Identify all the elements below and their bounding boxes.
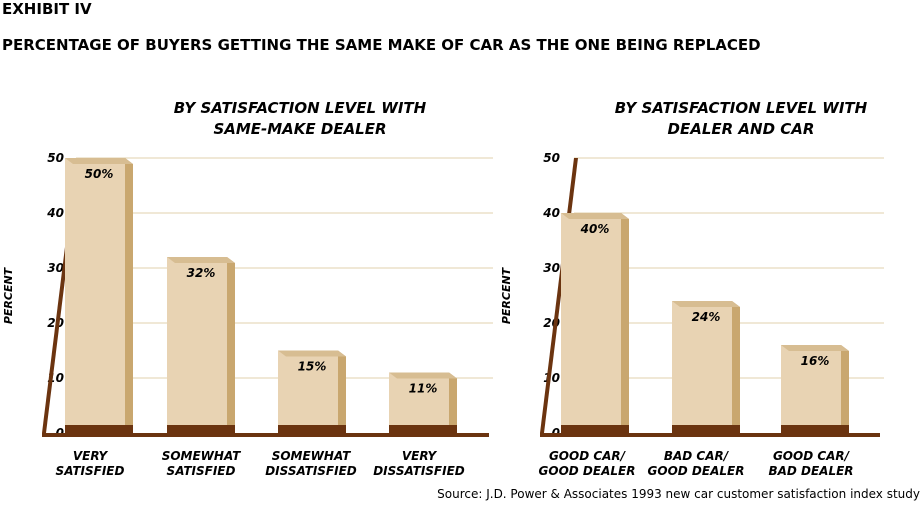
x-category-label: BAD DEALER	[768, 464, 853, 478]
y-tick-label: 50	[47, 151, 64, 165]
chart-title-line: DEALER AND CAR	[668, 120, 815, 138]
exhibit-label: EXHIBIT IV	[2, 0, 92, 18]
x-category-label: SOMEWHAT	[162, 449, 241, 463]
bar-side	[125, 158, 133, 431]
bar-base	[672, 425, 740, 433]
bar-side	[338, 350, 346, 431]
y-tick-label: 40	[46, 206, 64, 220]
bar-top	[65, 158, 133, 164]
bar-base	[781, 425, 849, 433]
bar-value-label: 24%	[692, 310, 721, 324]
bar-base	[167, 425, 235, 433]
bar	[561, 213, 629, 433]
y-tick-label: 30	[543, 261, 560, 275]
bar	[65, 158, 133, 433]
y-axis-label: PERCENT	[500, 266, 513, 324]
y-tick-label: 40	[542, 206, 560, 220]
bar-value-label: 40%	[580, 222, 610, 236]
bar	[278, 350, 346, 433]
x-category-label: GOOD DEALER	[648, 464, 745, 478]
bar-side	[227, 257, 235, 431]
x-category-label: DISSATISFIED	[265, 464, 357, 478]
source-note: Source: J.D. Power & Associates 1993 new…	[437, 487, 920, 501]
bar-front	[561, 213, 621, 425]
bar-top	[167, 257, 235, 263]
x-category-label: VERY	[402, 449, 438, 463]
bar-side	[621, 213, 629, 431]
bar-top	[389, 372, 457, 379]
bar-front	[389, 372, 449, 425]
x-axis-floor	[42, 433, 489, 437]
x-category-label: VERY	[73, 449, 109, 463]
y-tick-label: 30	[47, 261, 64, 275]
chart-title-line: SAME-MAKE DEALER	[213, 120, 386, 138]
bar	[781, 345, 849, 433]
bar-front	[781, 345, 841, 425]
bar-top	[278, 350, 346, 357]
x-category-label: SOMEWHAT	[272, 449, 351, 463]
bar-top	[561, 213, 629, 219]
chart-title-line: BY SATISFACTION LEVEL WITH	[615, 99, 868, 117]
y-axis-label: PERCENT	[2, 266, 15, 324]
x-axis-floor	[540, 433, 880, 437]
bar-top	[781, 345, 849, 351]
chart-1: BY SATISFACTION LEVEL WITH SAME-MAKE DEAL…	[2, 99, 493, 478]
bar-base	[65, 425, 133, 433]
bar-value-label: 32%	[187, 266, 216, 280]
page-title: PERCENTAGE OF BUYERS GETTING THE SAME MA…	[2, 36, 761, 54]
x-category-label: BAD CAR/	[664, 449, 730, 463]
bar-top	[672, 301, 740, 307]
bar-base	[278, 425, 346, 433]
bar-base	[389, 425, 457, 433]
bar-front	[65, 158, 125, 425]
bar	[672, 301, 740, 433]
bar	[167, 257, 235, 433]
y-tick-label: 50	[543, 151, 560, 165]
bar-base	[561, 425, 629, 433]
bar-side	[732, 301, 740, 431]
bar-side	[841, 345, 849, 431]
y-tick-label: 10	[543, 371, 560, 385]
chart-title-line: BY SATISFACTION LEVEL WITH	[174, 99, 427, 117]
bar-value-label: 16%	[801, 354, 830, 368]
bar-value-label: 15%	[298, 360, 327, 374]
x-category-label: SATISFIED	[56, 464, 125, 478]
bar-front	[672, 301, 732, 425]
bar-value-label: 50%	[85, 167, 114, 181]
x-category-label: GOOD DEALER	[539, 464, 636, 478]
x-category-label: DISSATISFIED	[373, 464, 465, 478]
x-category-label: GOOD CAR/	[549, 449, 627, 463]
bar-value-label: 11%	[409, 382, 438, 396]
x-category-label: GOOD CAR/	[773, 449, 851, 463]
bar	[389, 372, 457, 433]
x-category-label: SATISFIED	[167, 464, 236, 478]
bar-front	[167, 257, 227, 425]
chart-2: BY SATISFACTION LEVEL WITH DEALER AND CAR…	[500, 99, 884, 478]
bar-side	[449, 372, 457, 431]
bar-front	[278, 350, 338, 425]
